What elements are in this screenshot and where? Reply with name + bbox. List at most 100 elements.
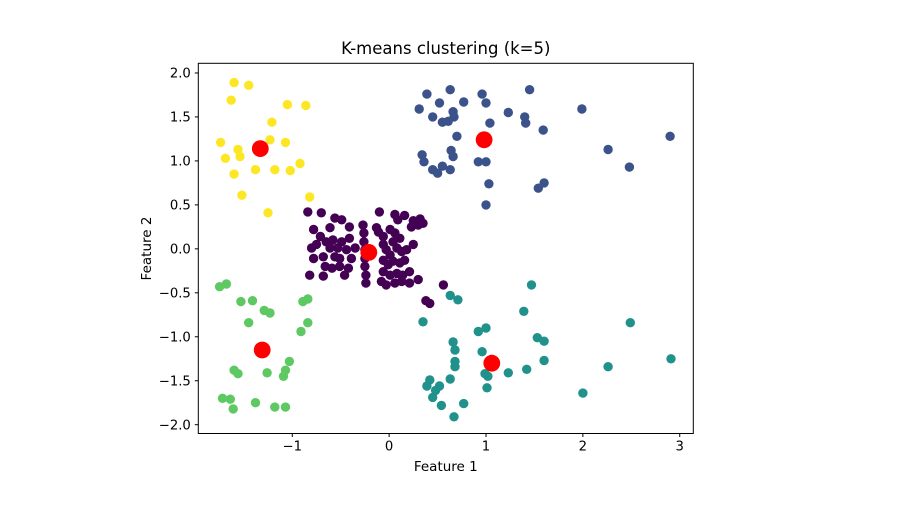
- data-point-cluster-purple: [395, 233, 405, 243]
- data-point-cluster-purple: [328, 235, 338, 245]
- data-point-cluster-blue: [481, 98, 491, 108]
- data-point-cluster-yellow: [229, 169, 239, 179]
- y-tick-label: −1.5: [159, 374, 191, 389]
- data-point-cluster-purple: [408, 239, 418, 250]
- data-point-cluster-teal: [526, 280, 537, 290]
- data-point-cluster-purple: [378, 231, 388, 242]
- data-point-cluster-purple: [325, 223, 335, 233]
- data-point-cluster-blue: [448, 151, 458, 162]
- data-points: [214, 77, 676, 422]
- data-point-cluster-purple: [418, 218, 428, 228]
- data-point-cluster-blue: [624, 162, 635, 172]
- data-point-cluster-yellow: [215, 137, 226, 148]
- data-point-cluster-purple: [325, 243, 335, 253]
- data-point-cluster-purple: [393, 215, 403, 225]
- data-point-cluster-purple: [359, 237, 369, 247]
- data-point-cluster-green: [284, 356, 295, 367]
- data-point-cluster-blue: [414, 104, 424, 114]
- data-point-cluster-blue: [432, 168, 443, 178]
- data-point-cluster-purple: [359, 228, 369, 238]
- x-tick-label: −1: [283, 440, 302, 455]
- data-point-cluster-green: [278, 371, 289, 381]
- data-point-cluster-yellow: [295, 158, 305, 169]
- data-point-cluster-blue: [443, 116, 453, 127]
- data-point-cluster-yellow: [226, 95, 236, 105]
- data-point-cluster-green: [236, 296, 246, 307]
- data-point-cluster-purple: [303, 207, 313, 217]
- data-point-cluster-teal: [436, 400, 447, 411]
- data-point-cluster-yellow: [235, 151, 245, 162]
- data-point-cluster-teal: [445, 374, 455, 384]
- data-point-cluster-blue: [665, 131, 675, 141]
- data-point-cluster-purple: [404, 267, 415, 277]
- data-point-cluster-purple: [360, 261, 370, 272]
- data-point-cluster-yellow: [229, 77, 239, 88]
- data-point-cluster-yellow: [250, 165, 261, 175]
- data-point-cluster-yellow: [280, 137, 291, 148]
- data-point-cluster-teal: [482, 383, 492, 393]
- data-point-cluster-purple: [350, 243, 360, 253]
- data-point-cluster-yellow: [267, 117, 277, 127]
- data-point-cluster-teal: [483, 371, 493, 381]
- data-point-cluster-purple: [335, 261, 345, 272]
- data-point-cluster-blue: [485, 118, 495, 128]
- data-point-cluster-green: [217, 393, 228, 403]
- y-axis-label: Feature 2: [139, 217, 155, 281]
- data-point-cluster-teal: [445, 290, 455, 301]
- data-point-cluster-yellow: [237, 190, 247, 200]
- data-point-cluster-teal: [522, 364, 532, 374]
- data-point-cluster-blue: [603, 144, 613, 155]
- data-point-cluster-purple: [401, 245, 412, 255]
- data-point-cluster-purple: [333, 243, 343, 253]
- data-point-cluster-blue: [445, 165, 455, 175]
- data-point-cluster-blue: [477, 89, 487, 99]
- data-point-cluster-green: [303, 294, 313, 304]
- data-point-cluster-teal: [477, 347, 487, 357]
- y-tick-label: −1.0: [159, 330, 191, 345]
- data-point-cluster-yellow: [285, 165, 295, 176]
- data-point-cluster-teal: [449, 412, 459, 422]
- data-point-cluster-purple: [339, 270, 350, 280]
- x-tick-label: 1: [482, 440, 490, 455]
- data-point-cluster-blue: [484, 179, 494, 189]
- centroid-marker: [475, 131, 493, 149]
- data-point-cluster-teal: [578, 388, 588, 398]
- data-point-cluster-purple: [374, 207, 385, 217]
- y-tick-label: 1.0: [170, 155, 191, 170]
- data-point-cluster-yellow: [220, 153, 231, 163]
- data-point-cluster-blue: [524, 85, 535, 95]
- centroid-marker: [253, 341, 271, 359]
- data-point-cluster-green: [270, 402, 280, 412]
- data-point-cluster-blue: [521, 118, 531, 128]
- data-point-cluster-purple: [344, 233, 355, 243]
- data-point-cluster-blue: [481, 157, 491, 167]
- data-point-cluster-blue: [422, 89, 432, 99]
- data-point-cluster-purple: [361, 270, 371, 280]
- data-point-cluster-teal: [450, 345, 460, 355]
- data-point-cluster-purple: [327, 263, 337, 273]
- data-point-cluster-teal: [603, 362, 613, 372]
- data-point-cluster-purple: [399, 210, 410, 221]
- data-point-cluster-purple: [358, 220, 368, 230]
- data-point-cluster-green: [221, 279, 232, 289]
- data-point-cluster-purple: [346, 253, 357, 264]
- x-tick-label: 0: [385, 440, 393, 455]
- data-point-cluster-blue: [473, 157, 483, 167]
- data-point-cluster-purple: [337, 215, 347, 225]
- data-point-cluster-teal: [481, 323, 491, 333]
- data-point-cluster-teal: [519, 306, 529, 316]
- data-point-cluster-purple: [311, 239, 322, 250]
- data-point-cluster-teal: [459, 398, 469, 409]
- data-point-cluster-yellow: [244, 80, 254, 91]
- y-tick-label: 0.5: [170, 198, 191, 213]
- data-point-cluster-yellow: [282, 99, 293, 110]
- data-point-cluster-teal: [428, 392, 438, 403]
- data-point-cluster-teal: [503, 368, 513, 378]
- data-point-cluster-blue: [419, 157, 429, 167]
- data-point-cluster-blue: [459, 97, 469, 107]
- data-point-cluster-teal: [448, 337, 458, 347]
- centroid-marker: [360, 244, 378, 261]
- data-point-cluster-purple: [404, 278, 415, 288]
- data-point-cluster-green: [228, 404, 238, 414]
